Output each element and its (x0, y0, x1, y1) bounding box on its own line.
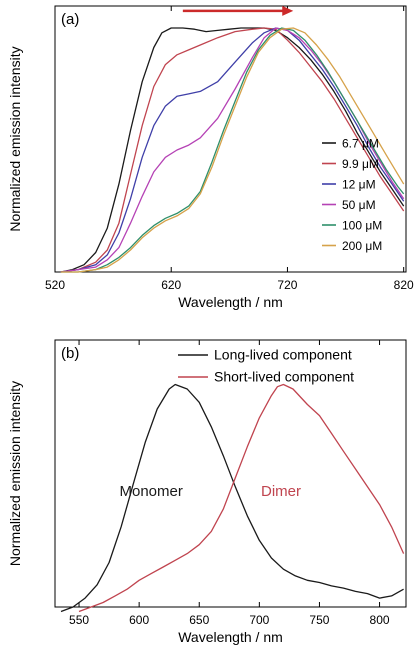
a-series-line-200-um (60, 27, 405, 273)
a-legend-label-200-um: 200 μM (342, 239, 382, 253)
a-x-tick-label-520: 520 (45, 278, 65, 292)
panel-a-x-axis-label: Wavelength / nm (178, 294, 283, 310)
b-annotation-monomer: Monomer (119, 483, 182, 500)
a-series-line-12-um (60, 27, 405, 273)
a-series-line-6-7-um (60, 27, 405, 273)
panel-a-legend: 6.7 μM 9.9 μM 12 μM 50 μM 100 μM 200 μM (322, 137, 382, 253)
panel-b-y-axis-label: Normalized emission intensity (7, 381, 23, 566)
panel-a-y-axis-label: Normalized emission intensity (7, 46, 23, 231)
b-x-tick-label-600: 600 (129, 613, 149, 627)
a-x-tick-label-820: 820 (394, 278, 414, 292)
panel-b-plot-frame (54, 339, 407, 608)
a-legend-label-9-9-um: 9.9 μM (342, 157, 379, 171)
b-legend-label-long-lived-component: Long-lived component (214, 347, 352, 363)
panel-b-series (60, 383, 405, 613)
panel-a-annotations (182, 5, 294, 16)
b-x-tick-label-700: 700 (249, 613, 269, 627)
b-x-tick-label-550: 550 (69, 613, 89, 627)
panel-a-label: (a) (61, 11, 79, 28)
a-legend-label-50-um: 50 μM (342, 198, 376, 212)
b-series-line-short-lived-component (78, 383, 405, 613)
panel-b-legend: Long-lived component Short-lived componen… (178, 347, 354, 385)
panel-b-x-axis-label: Wavelength / nm (178, 629, 283, 645)
panel-b-annotations: Monomer Dimer (119, 483, 301, 500)
a-series-line-100-um (60, 27, 405, 273)
b-x-tick-label-650: 650 (189, 613, 209, 627)
b-legend-label-short-lived-component: Short-lived component (214, 369, 354, 385)
panel-a: (a) Normalized emission intensity Wavele… (7, 5, 414, 310)
a-arrow-head (282, 5, 294, 16)
a-series-line-9-9-um (60, 27, 405, 273)
panel-b-label: (b) (61, 345, 79, 362)
b-series-line-long-lived-component (60, 383, 404, 613)
panel-b: (b) Normalized emission intensity Wavele… (7, 339, 407, 645)
panel-a-x-ticks: 520 620 720 820 (45, 6, 414, 292)
a-legend-label-100-um: 100 μM (342, 219, 382, 233)
a-legend-label-6-7-um: 6.7 μM (342, 137, 379, 151)
a-legend-label-12-um: 12 μM (342, 178, 376, 192)
b-x-tick-label-800: 800 (370, 613, 390, 627)
a-x-tick-label-620: 620 (161, 278, 181, 292)
b-x-tick-label-750: 750 (309, 613, 329, 627)
panel-a-series (60, 27, 405, 273)
panel-b-x-ticks: 550 600 650 700 750 800 (69, 340, 390, 627)
b-annotation-dimer: Dimer (261, 483, 301, 500)
panel-a-plot-frame (54, 5, 407, 273)
a-x-tick-label-720: 720 (277, 278, 297, 292)
